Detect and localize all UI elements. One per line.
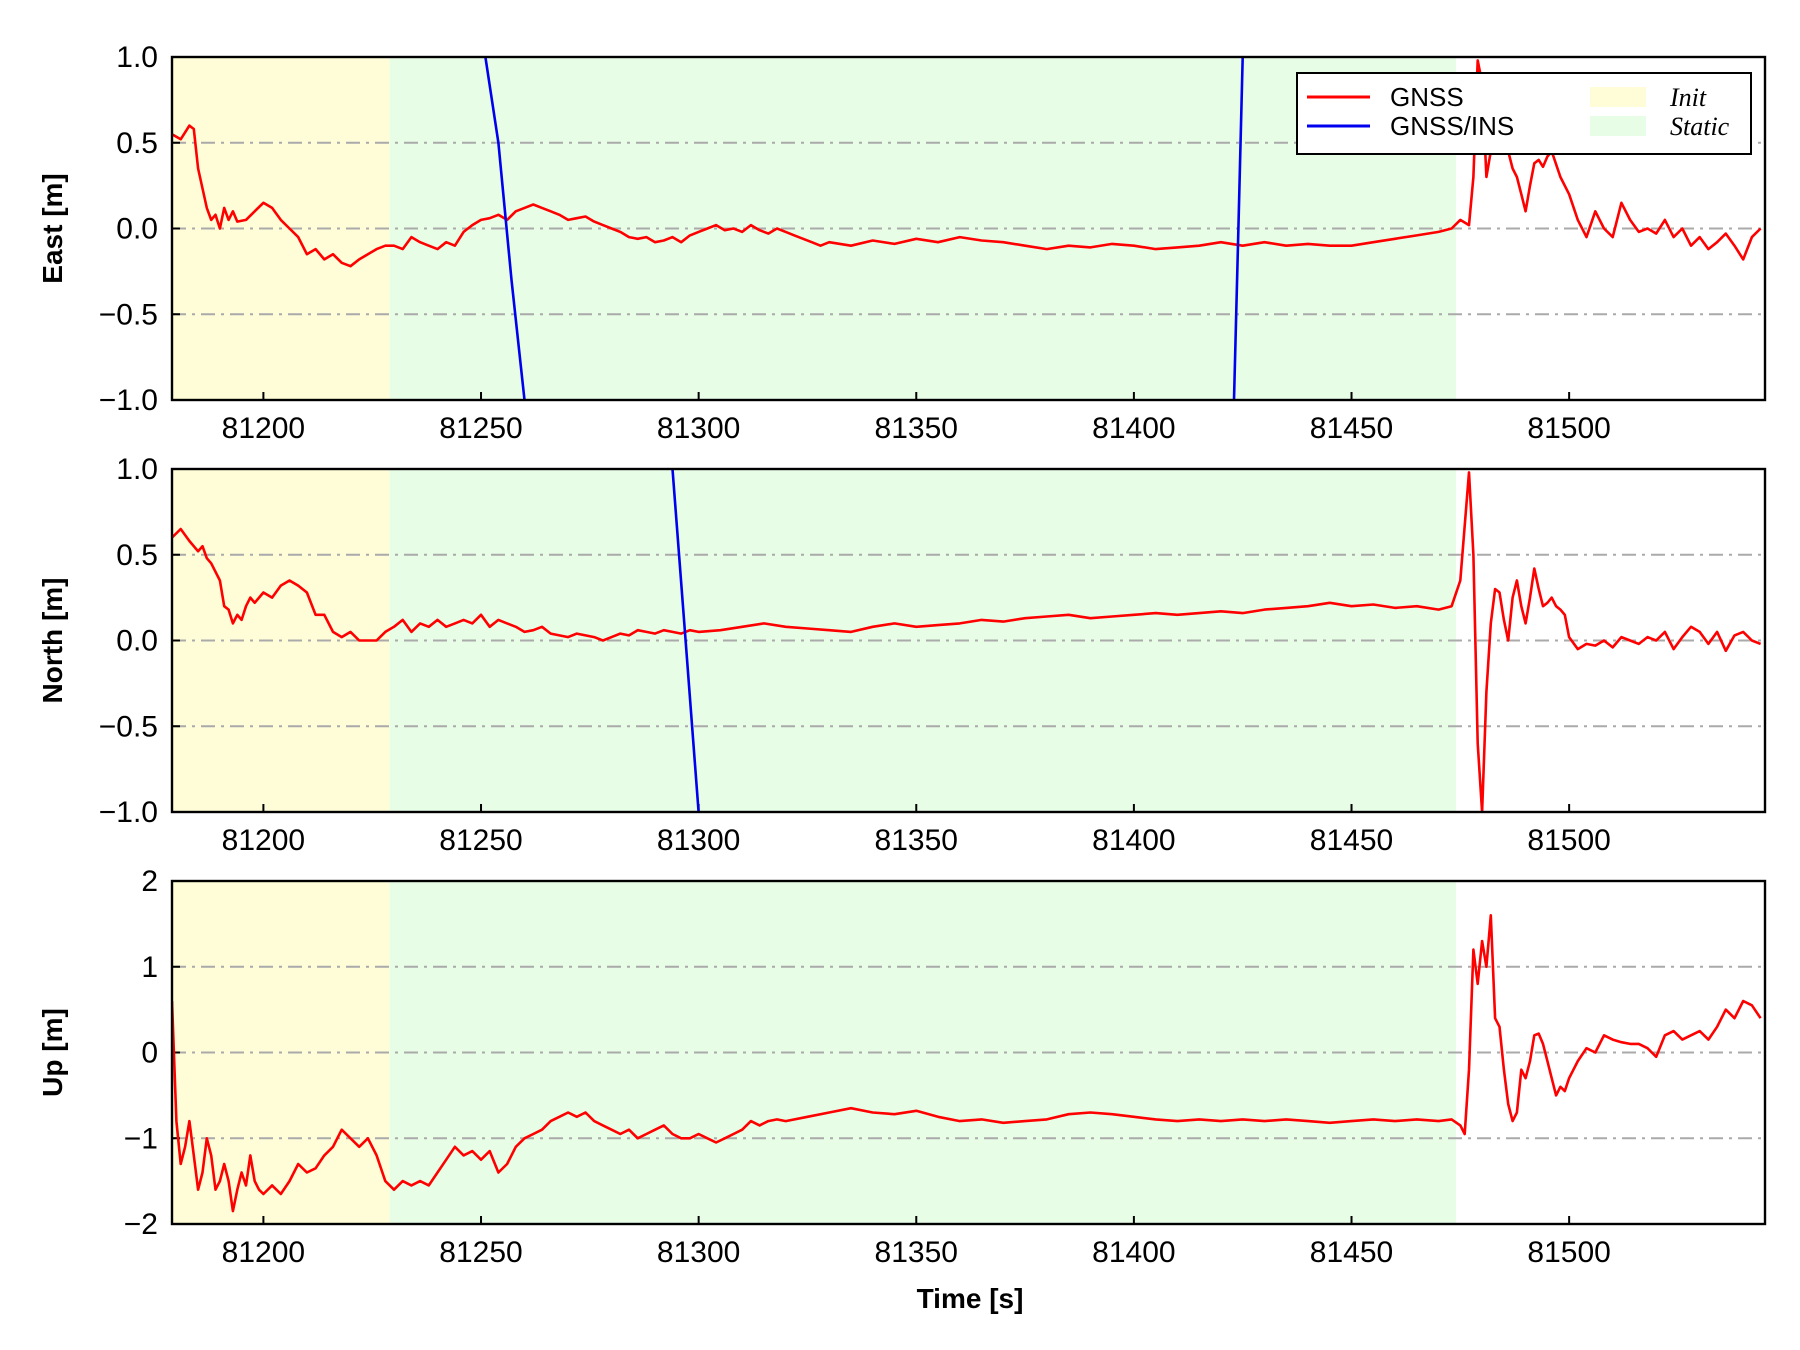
plot-frame [170,467,1767,814]
panel-0: −1.0 −0.5 0.0 0.5 1.0 81200 81250 81300 81350 814… [37,41,1767,445]
legend-region-swatch [1590,116,1646,136]
y-tick-label: −1.0 [99,796,158,829]
y-tick-label: 0 [141,1037,158,1070]
panel-1: −1.0 −0.5 0.0 0.5 1.0 81200 81250 81300 81350 814… [37,453,1767,857]
series-gnss-ins [1232,57,1244,400]
y-tick-label: 1.0 [116,41,158,74]
panel-2: −2 −1 0 1 2 81200 81250 81300 81350 81400 81450 815… [37,865,1767,1269]
series-gnss [172,471,1762,812]
legend-box [1296,72,1752,155]
y-tick-label: 0.5 [116,127,158,160]
y-tick-label: −2 [124,1208,158,1241]
x-tick-label: 81500 [1527,1236,1610,1269]
x-tick-label: 81350 [875,1236,958,1269]
y-tick-label: −0.5 [99,298,158,331]
legend-entry-label: GNSS [1390,82,1464,112]
x-tick-label: 81450 [1310,1236,1393,1269]
y-tick-label: 0.5 [116,539,158,572]
x-tick-label: 81300 [657,824,740,857]
x-tick-label: 81300 [657,412,740,445]
y-tick-label: −1.0 [99,384,158,417]
series-gnss-ins [671,469,700,812]
y-tick-label: −0.5 [99,710,158,743]
y-axis-label: East [m] [37,173,68,283]
plot-frame [170,879,1767,1226]
y-tick-label: 1.0 [116,453,158,486]
series-gnss [172,59,1762,268]
y-tick-label: 2 [141,865,158,898]
x-tick-label: 81400 [1092,412,1175,445]
x-tick-label: 81350 [875,824,958,857]
x-tick-label: 81400 [1092,1236,1175,1269]
x-tick-label: 81400 [1092,824,1175,857]
legend-region-label: Static [1670,112,1730,141]
legend-region-label: Init [1669,83,1707,112]
y-axis-label: North [m] [37,578,68,704]
x-tick-label: 81450 [1310,824,1393,857]
series-gnss [172,913,1762,1213]
x-tick-label: 81200 [222,824,305,857]
legend-region-swatch [1590,87,1646,107]
x-tick-label: 81250 [439,1236,522,1269]
x-tick-label: 81250 [439,824,522,857]
x-tick-label: 81450 [1310,412,1393,445]
series-gnss-ins [484,57,526,400]
x-tick-label: 81500 [1527,412,1610,445]
y-tick-label: 0.0 [116,213,158,246]
legend-entry-label: GNSS/INS [1390,111,1514,141]
plot-frame [170,55,1767,402]
y-axis-label: Up [m] [37,1008,68,1097]
x-tick-label: 81250 [439,412,522,445]
y-tick-label: 0.0 [116,625,158,658]
x-axis-label: Time [s] [917,1283,1024,1314]
x-tick-label: 81350 [875,412,958,445]
y-tick-label: 1 [141,951,158,984]
x-tick-label: 81200 [222,1236,305,1269]
x-tick-label: 81200 [222,412,305,445]
x-tick-label: 81500 [1527,824,1610,857]
x-tick-label: 81300 [657,1236,740,1269]
y-tick-label: −1 [124,1122,158,1155]
chart-panels: −1.0 −0.5 0.0 0.5 1.0 81200 81250 81300 81350 814… [37,41,1767,1269]
